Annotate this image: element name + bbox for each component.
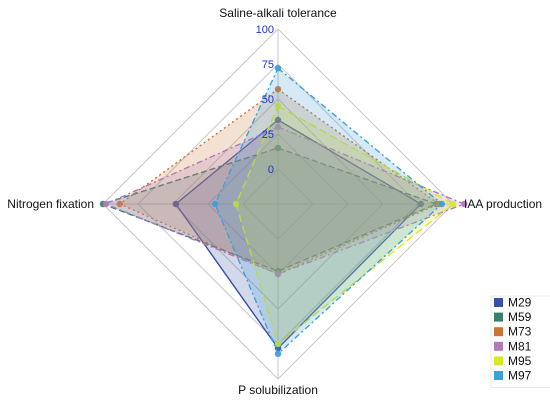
tick-label-100: 100 bbox=[256, 24, 274, 36]
legend-swatch-M59 bbox=[494, 312, 503, 322]
data-point-M73-3 bbox=[116, 200, 124, 208]
data-point-M95-0 bbox=[274, 102, 282, 110]
axis-title-saline: Saline-alkali tolerance bbox=[219, 6, 337, 20]
legend-item-M95: M95 bbox=[494, 354, 532, 368]
legend-label-M73: M73 bbox=[508, 325, 532, 339]
data-point-M97-1 bbox=[438, 200, 445, 208]
legend-swatch-M29 bbox=[494, 298, 503, 307]
radial-tick-labels: 0 25 50 75 100 bbox=[256, 24, 274, 176]
data-point-M95-3 bbox=[232, 200, 240, 208]
legend-swatch-M81 bbox=[494, 341, 503, 351]
data-point-M81-2 bbox=[274, 270, 282, 278]
axis-title-p: P solubilization bbox=[238, 383, 318, 397]
legend-swatch-M73 bbox=[494, 327, 503, 337]
series-M95 bbox=[232, 102, 457, 348]
legend-label-M81: M81 bbox=[508, 339, 532, 353]
legend-label-M95: M95 bbox=[508, 354, 532, 368]
legend-item-M97: M97 bbox=[494, 369, 532, 383]
legend-item-M59: M59 bbox=[494, 310, 532, 324]
series-area-M81 bbox=[104, 126, 467, 275]
tick-label-0: 0 bbox=[268, 164, 274, 176]
series-M81 bbox=[102, 123, 468, 278]
tick-label-50: 50 bbox=[262, 94, 274, 106]
legend-swatch-M97 bbox=[494, 371, 503, 380]
data-point-M81-1 bbox=[461, 200, 468, 208]
legend-label-M29: M29 bbox=[508, 296, 532, 310]
data-point-M95-2 bbox=[274, 340, 282, 348]
axis-title-iaa: IAA production bbox=[464, 197, 542, 211]
data-point-M97-2 bbox=[274, 350, 282, 357]
data-point-M81-0 bbox=[274, 123, 282, 131]
legend-label-M59: M59 bbox=[508, 310, 532, 324]
data-point-M97-0 bbox=[274, 65, 282, 72]
legend-item-M73: M73 bbox=[494, 325, 532, 339]
tick-label-75: 75 bbox=[262, 59, 274, 71]
series-area-M59 bbox=[100, 147, 439, 272]
data-point-M81-3 bbox=[102, 200, 110, 208]
legend-label-M97: M97 bbox=[508, 369, 532, 383]
radar-series bbox=[99, 65, 468, 357]
data-point-M73-0 bbox=[274, 86, 282, 93]
axis-title-nitrogen: Nitrogen fixation bbox=[7, 197, 94, 211]
series-M97 bbox=[211, 65, 445, 357]
legend-item-M29: M29 bbox=[494, 296, 532, 310]
data-point-M29-3 bbox=[172, 200, 179, 208]
tick-label-25: 25 bbox=[262, 129, 274, 141]
data-point-M29-1 bbox=[417, 200, 424, 208]
data-point-M95-1 bbox=[449, 200, 457, 208]
legend-swatch-M95 bbox=[494, 356, 503, 366]
data-point-M97-3 bbox=[211, 200, 219, 208]
data-point-M59-0 bbox=[274, 144, 282, 152]
legend-item-M81: M81 bbox=[494, 339, 532, 353]
data-point-M29-0 bbox=[274, 116, 282, 124]
